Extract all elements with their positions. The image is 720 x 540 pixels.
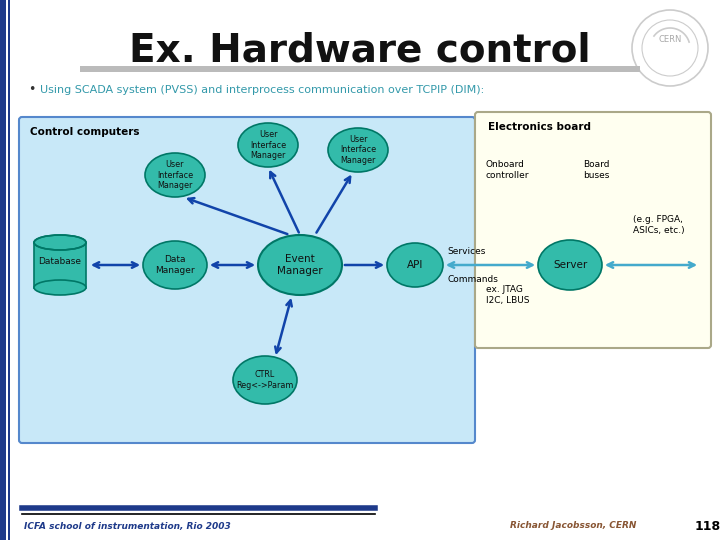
Ellipse shape bbox=[238, 123, 298, 167]
Text: API: API bbox=[407, 260, 423, 270]
Bar bbox=[80, 66, 640, 72]
Text: Richard Jacobsson, CERN: Richard Jacobsson, CERN bbox=[510, 522, 636, 530]
Text: Board
buses: Board buses bbox=[583, 160, 610, 180]
Ellipse shape bbox=[328, 128, 388, 172]
Bar bbox=[0, 0, 6, 540]
Text: ICFA school of instrumentation, Rio 2003: ICFA school of instrumentation, Rio 2003 bbox=[24, 522, 230, 530]
Text: Ex. Hardware control: Ex. Hardware control bbox=[129, 31, 591, 69]
Text: CTRL
Reg<->Param: CTRL Reg<->Param bbox=[236, 370, 294, 390]
Bar bbox=[34, 242, 86, 287]
FancyBboxPatch shape bbox=[475, 112, 711, 348]
FancyBboxPatch shape bbox=[19, 117, 475, 443]
Text: •: • bbox=[28, 84, 35, 97]
Ellipse shape bbox=[143, 241, 207, 289]
Ellipse shape bbox=[387, 243, 443, 287]
Text: ex. JTAG
I2C, LBUS: ex. JTAG I2C, LBUS bbox=[486, 285, 529, 305]
Text: Commands: Commands bbox=[447, 274, 498, 284]
Ellipse shape bbox=[34, 280, 86, 295]
Ellipse shape bbox=[538, 240, 602, 290]
Text: CERN: CERN bbox=[658, 36, 682, 44]
Text: Server: Server bbox=[553, 260, 587, 270]
Text: Services: Services bbox=[447, 246, 485, 255]
Text: User
Interface
Manager: User Interface Manager bbox=[157, 160, 193, 190]
Text: Database: Database bbox=[38, 258, 81, 267]
Ellipse shape bbox=[145, 153, 205, 197]
Text: 118: 118 bbox=[695, 519, 720, 532]
Text: Electronics board: Electronics board bbox=[488, 122, 591, 132]
Text: Onboard
controller: Onboard controller bbox=[486, 160, 529, 180]
Ellipse shape bbox=[34, 235, 86, 250]
Text: Control computers: Control computers bbox=[30, 127, 140, 137]
Ellipse shape bbox=[233, 356, 297, 404]
Bar bbox=[8, 0, 10, 540]
Text: Event
Manager: Event Manager bbox=[277, 254, 323, 276]
Text: Data
Manager: Data Manager bbox=[156, 255, 195, 275]
Text: User
Interface
Manager: User Interface Manager bbox=[250, 130, 286, 160]
Ellipse shape bbox=[258, 235, 342, 295]
Text: User
Interface
Manager: User Interface Manager bbox=[340, 135, 376, 165]
Text: (e.g. FPGA,
ASICs, etc.): (e.g. FPGA, ASICs, etc.) bbox=[633, 215, 685, 235]
Text: Using SCADA system (PVSS) and interprocess communication over TCPIP (DIM):: Using SCADA system (PVSS) and interproce… bbox=[40, 85, 485, 95]
